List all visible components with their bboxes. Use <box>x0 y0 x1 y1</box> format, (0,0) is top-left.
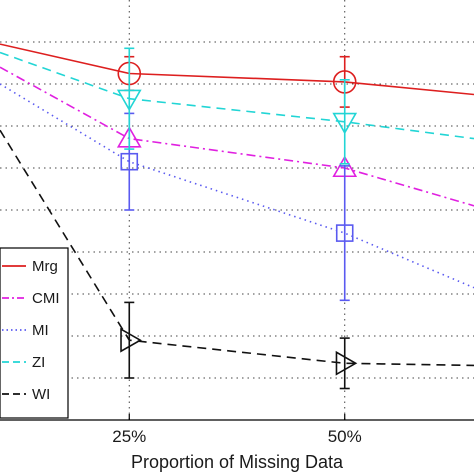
x-axis-label: Proportion of Missing Data <box>131 452 344 472</box>
series-layer <box>0 43 474 390</box>
data-point-marker <box>332 112 358 135</box>
data-point-marker <box>120 327 142 353</box>
legend-label: Mrg <box>32 258 58 275</box>
legend-label: CMI <box>32 290 60 307</box>
grid <box>0 0 474 420</box>
series-wi <box>0 129 474 390</box>
data-point-marker <box>116 89 142 112</box>
x-tick-label: 50% <box>328 427 362 446</box>
x-ticks: 25% 50% <box>112 414 362 446</box>
series-line <box>0 129 474 367</box>
data-point-marker <box>120 152 139 171</box>
legend: Mrg CMI MI ZI WI <box>0 247 69 419</box>
series-mi <box>0 83 474 302</box>
data-point-marker <box>335 224 354 242</box>
legend-label: WI <box>32 386 50 403</box>
legend-label: MI <box>32 322 49 339</box>
legend-box <box>0 247 69 419</box>
legend-label: ZI <box>32 354 45 371</box>
series-line <box>0 66 474 207</box>
x-tick-label: 25% <box>112 427 146 446</box>
series-line <box>0 83 474 289</box>
series-mrg <box>0 43 474 108</box>
series-zi <box>0 47 474 165</box>
series-line <box>0 43 474 96</box>
data-point-marker <box>335 350 358 376</box>
series-line <box>0 51 474 140</box>
